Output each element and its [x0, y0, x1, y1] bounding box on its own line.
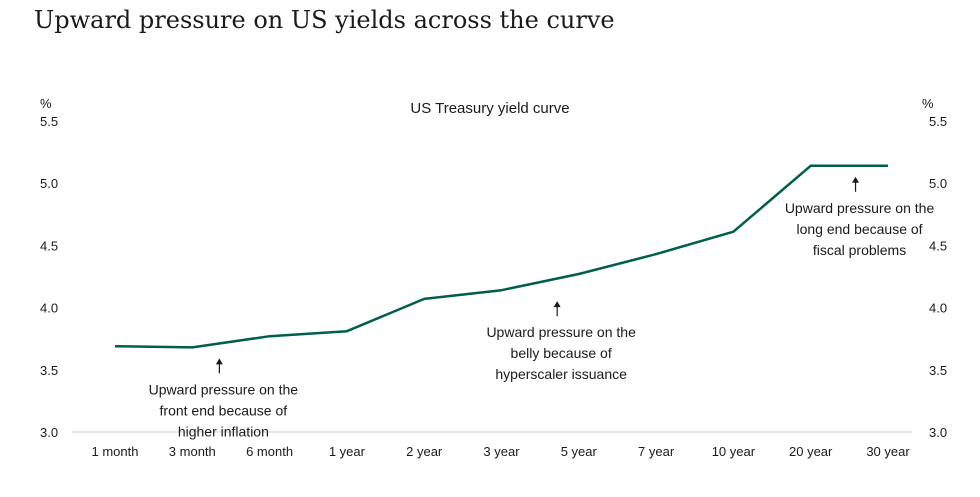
annotation-text: hyperscaler issuance	[495, 366, 627, 382]
annotation: Upward pressure on the front end because …	[149, 358, 299, 439]
annotation: Upward pressure on the long end because o…	[785, 176, 935, 258]
y-tick-right: 4.0	[929, 301, 947, 316]
y-tick-right: 5.0	[929, 176, 947, 191]
x-tick: 3 month	[169, 444, 216, 459]
x-tick: 6 month	[246, 444, 293, 459]
annotation: Upward pressure on the belly because of hy…	[486, 301, 636, 382]
y-tick-left: 3.5	[40, 363, 58, 378]
annotation-arrowhead	[553, 301, 561, 308]
y-tick-right: 5.5	[929, 114, 947, 129]
annotation-text: Upward pressure on the	[785, 200, 935, 216]
x-tick: 3 year	[483, 444, 520, 459]
y-tick-left: 3.0	[40, 425, 58, 440]
x-tick: 10 year	[712, 444, 756, 459]
y-tick-left: 4.5	[40, 238, 58, 253]
x-tick: 1 year	[329, 444, 366, 459]
annotation-text: higher inflation	[178, 423, 269, 439]
annotations: Upward pressure on the front end because …	[149, 176, 935, 439]
annotation-arrowhead	[215, 358, 223, 365]
annotation-text: long end because of	[796, 221, 922, 237]
annotation-text: Upward pressure on the	[149, 381, 299, 397]
annotation-text: fiscal problems	[813, 242, 906, 258]
x-tick: 1 month	[92, 444, 139, 459]
y-tick-left: 5.5	[40, 114, 58, 129]
x-tick: 30 year	[866, 444, 910, 459]
x-tick: 20 year	[789, 444, 833, 459]
page-title: Upward pressure on US yields across the …	[34, 6, 615, 34]
x-tick: 2 year	[406, 444, 443, 459]
annotation-text: Upward pressure on the	[486, 324, 636, 340]
y-tick-left: 5.0	[40, 176, 58, 191]
x-tick: 7 year	[638, 444, 675, 459]
y-tick-left: 4.0	[40, 301, 58, 316]
annotation-arrowhead	[852, 176, 860, 183]
y-tick-right: 4.5	[929, 238, 947, 253]
y-ticks-left: 3.0 3.5 4.0 4.5 5.0 5.5	[40, 114, 58, 440]
annotation-text: belly because of	[511, 345, 612, 361]
annotation-text: front end because of	[160, 402, 288, 418]
series-line	[114, 164, 888, 349]
x-ticks: 1 month 3 month 6 month 1 year 2 year 3 year 5…	[92, 444, 911, 459]
series-lines	[114, 164, 888, 349]
y-tick-right: 3.0	[929, 425, 947, 440]
y-axis-label-left: %	[40, 96, 52, 111]
y-ticks-right: 3.0 3.5 4.0 4.5 5.0 5.5	[929, 114, 947, 440]
y-tick-right: 3.5	[929, 363, 947, 378]
y-axis-label-right: %	[922, 96, 934, 111]
x-tick: 5 year	[561, 444, 598, 459]
chart-title: US Treasury yield curve	[410, 100, 569, 117]
